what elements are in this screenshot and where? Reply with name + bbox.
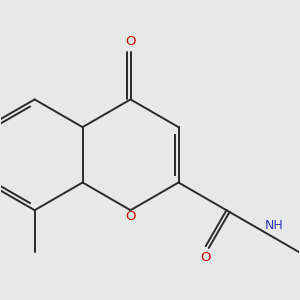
- Text: O: O: [125, 34, 136, 47]
- Text: O: O: [125, 210, 136, 223]
- Text: O: O: [200, 251, 211, 264]
- Text: NH: NH: [265, 219, 284, 232]
